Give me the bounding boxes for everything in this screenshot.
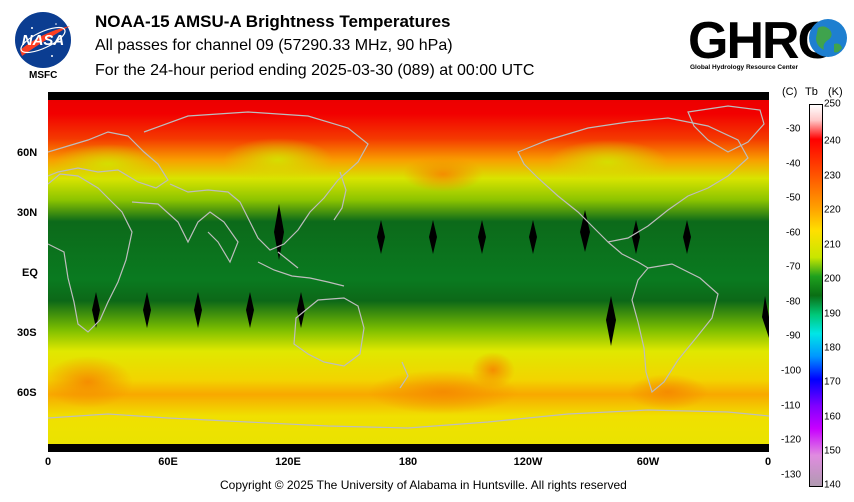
colorbar-celsius--40: -40 xyxy=(786,158,801,170)
colorbar-celsius--90: -90 xyxy=(786,330,801,342)
colorbar-celsius--30: -30 xyxy=(786,123,801,135)
lat-label-30n: 30N xyxy=(17,207,38,219)
lat-label-30s: 30S xyxy=(17,327,37,339)
colorbar-celsius--50: -50 xyxy=(786,192,801,204)
map-subtitle: All passes for channel 09 (57290.33 MHz,… xyxy=(95,37,453,54)
colorbar-header-celsius: (C) xyxy=(782,86,798,98)
lat-label-60n: 60N xyxy=(17,147,38,159)
ghrc-logo: GHRC xyxy=(688,12,847,68)
lat-label-eq: EQ xyxy=(22,267,38,279)
colorbar-header-tb: Tb xyxy=(805,86,818,98)
lon-label-60w: 60W xyxy=(636,456,660,468)
colorbar-kelvin-180: 180 xyxy=(824,342,841,354)
colorbar-celsius--60: -60 xyxy=(786,227,801,239)
msfc-label: MSFC xyxy=(29,70,58,81)
lon-label-0-left: 0 xyxy=(44,456,52,468)
colorbar-kelvin-170: 170 xyxy=(824,376,841,388)
colorbar-kelvin-250: 250 xyxy=(824,98,841,110)
ghrc-subtitle: Global Hydrology Resource Center xyxy=(690,64,798,71)
colorbar-celsius--70: -70 xyxy=(786,261,801,273)
lon-label-0-right: 0 xyxy=(764,456,772,468)
colorbar-kelvin-220: 220 xyxy=(824,204,841,216)
colorbar-kelvin-240: 240 xyxy=(824,135,841,147)
lon-label-180: 180 xyxy=(398,456,418,468)
nasa-wordmark: NASA xyxy=(22,32,65,49)
map-title: NOAA-15 AMSU-A Brightness Temperatures xyxy=(95,12,451,31)
lat-label-60s: 60S xyxy=(17,387,37,399)
colorbar-celsius--120: -120 xyxy=(781,434,802,446)
lon-label-60e: 60E xyxy=(158,456,178,468)
lon-label-120e: 120E xyxy=(275,456,301,468)
copyright-notice: Copyright © 2025 The University of Alaba… xyxy=(220,478,627,492)
colorbar-kelvin-210: 210 xyxy=(824,239,841,251)
colorbar xyxy=(809,104,823,487)
colorbar-celsius--80: -80 xyxy=(786,296,801,308)
colorbar-kelvin-200: 200 xyxy=(824,273,841,285)
colorbar-kelvin-190: 190 xyxy=(824,308,841,320)
nasa-logo: NASA xyxy=(15,12,71,68)
swath-gaps xyxy=(92,204,769,346)
colorbar-kelvin-140: 140 xyxy=(824,479,841,491)
brightness-temperature-map xyxy=(48,92,769,452)
map-period: For the 24-hour period ending 2025-03-30… xyxy=(95,62,535,79)
colorbar-kelvin-230: 230 xyxy=(824,170,841,182)
colorbar-header-kelvin: (K) xyxy=(828,86,843,98)
colorbar-kelvin-160: 160 xyxy=(824,411,841,423)
colorbar-kelvin-150: 150 xyxy=(824,445,841,457)
lon-label-120w: 120W xyxy=(513,456,543,468)
colorbar-celsius--110: -110 xyxy=(781,400,801,412)
colorbar-celsius--130: -130 xyxy=(781,469,802,481)
colorbar-celsius--100: -100 xyxy=(781,365,802,377)
coastlines xyxy=(48,105,769,429)
